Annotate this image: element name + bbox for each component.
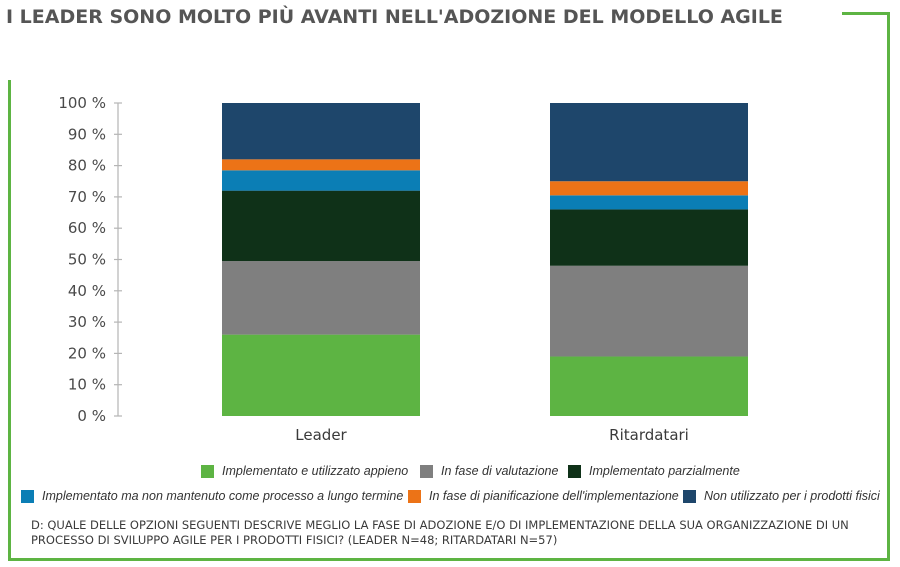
legend-item-not-used: Non utilizzato per i prodotti fisici: [683, 489, 880, 503]
legend-item-partially-implemented: Implementato parzialmente: [568, 464, 740, 478]
bar-segment: [222, 190, 420, 262]
y-tick-label: 90 %: [68, 125, 106, 143]
legend-label: Implementato ma non mantenuto come proce…: [42, 489, 404, 503]
y-axis: 0 % 10 % 20 % 30 % 40 % 50 % 60 % 70 % 80 % 90 % 1…: [58, 94, 122, 425]
bar-segment: [222, 159, 420, 171]
x-category-label: Ritardatari: [609, 426, 689, 444]
legend-swatch: [408, 489, 421, 503]
y-tick-label: 50 %: [68, 251, 106, 269]
y-tick-label: 20 %: [68, 344, 106, 362]
bar-segment: [550, 195, 748, 210]
legend-label: In fase di pianificazione dell'implement…: [429, 489, 679, 503]
frame-border-left: [8, 80, 11, 561]
legend-swatch: [21, 489, 34, 503]
legend-swatch: [201, 464, 214, 478]
bar-segment: [222, 170, 420, 191]
legend-label: Implementato parzialmente: [589, 464, 740, 478]
chart-title: I LEADER SONO MOLTO PIÙ AVANTI NELL'ADOZ…: [6, 6, 783, 28]
bar-segment: [550, 181, 748, 196]
y-tick-label: 60 %: [68, 219, 106, 237]
frame-border-top: [842, 12, 890, 15]
y-tick-label: 0 %: [77, 407, 106, 425]
x-axis-labels: Leader Ritardatari: [295, 426, 689, 444]
y-tick-label: 40 %: [68, 282, 106, 300]
legend-label: Non utilizzato per i prodotti fisici: [704, 489, 880, 503]
legend-item-evaluation: In fase di valutazione: [420, 464, 558, 478]
y-tick-label: 80 %: [68, 157, 106, 175]
bar-segment: [550, 103, 748, 182]
survey-question-footnote: D: QUALE DELLE OPZIONI SEGUENTI DESCRIVE…: [31, 518, 849, 547]
legend-label: In fase di valutazione: [441, 464, 559, 478]
bar-segment: [222, 334, 420, 416]
legend-swatch: [568, 464, 581, 478]
bar-segment: [222, 261, 420, 335]
bar-segment: [550, 265, 748, 357]
y-tick-label: 100 %: [58, 94, 106, 112]
stacked-bar-chart: 0 % 10 % 20 % 30 % 40 % 50 % 60 % 70 % 80 % 90 % 1…: [58, 94, 748, 444]
bar-segment: [550, 209, 748, 266]
legend-item-fully-implemented: Implementato e utilizzato appieno: [201, 464, 408, 478]
legend-label: Implementato e utilizzato appieno: [222, 464, 409, 478]
bar-segment: [222, 103, 420, 160]
bar-segment: [550, 356, 748, 416]
legend-swatch: [683, 489, 696, 503]
x-category-label: Leader: [295, 426, 347, 444]
frame-border-bottom: [8, 558, 890, 561]
y-tick-label: 30 %: [68, 313, 106, 331]
legend-item-planning: In fase di pianificazione dell'implement…: [408, 489, 679, 503]
y-tick-label: 10 %: [68, 376, 106, 394]
legend-swatch: [420, 464, 433, 478]
frame-border-right: [887, 12, 890, 561]
y-tick-label: 70 %: [68, 188, 106, 206]
legend-item-not-maintained: Implementato ma non mantenuto come proce…: [21, 489, 403, 503]
bar-stacks: [222, 103, 748, 416]
